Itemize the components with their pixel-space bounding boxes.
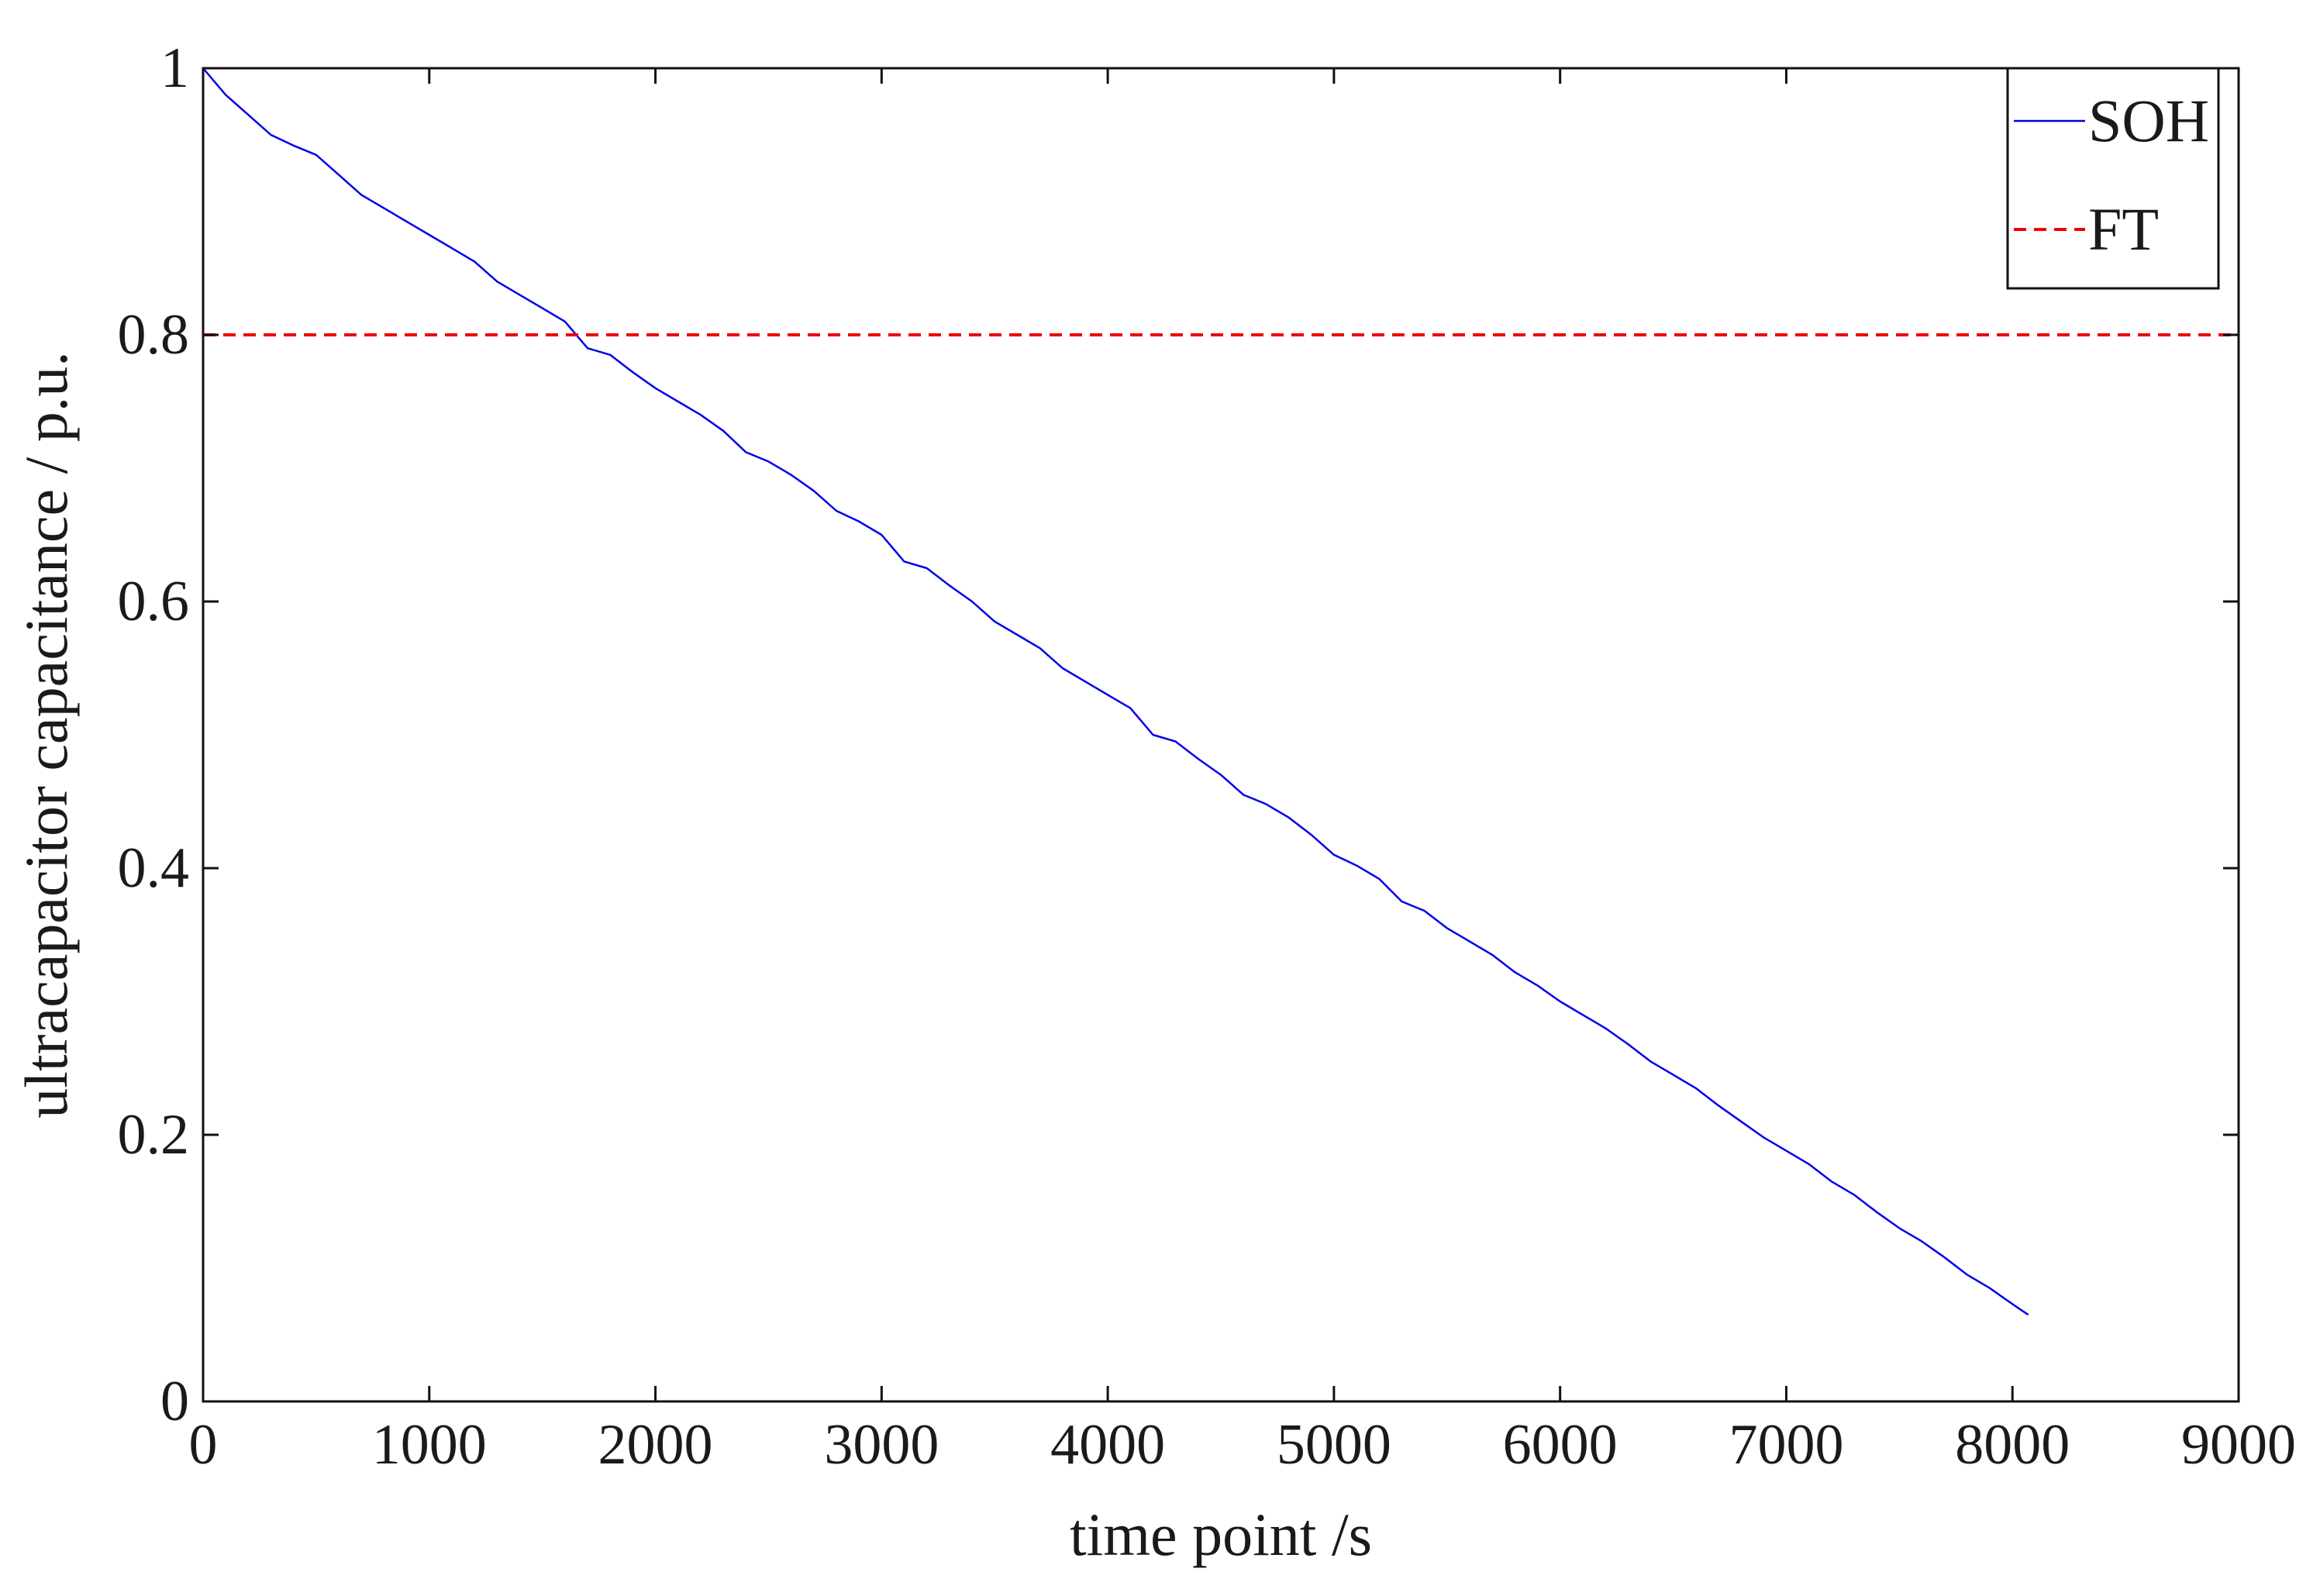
y-tick-label: 0.2 — [118, 1103, 190, 1167]
x-tick-label: 1000 — [372, 1413, 487, 1477]
plot-area — [202, 67, 2240, 1403]
y-tick-label: 0.4 — [118, 836, 190, 900]
axes: 0 1000 2000 3000 4000 5000 6000 7000 8000 9000 0 0.… — [118, 36, 2297, 1477]
plot-frame — [202, 67, 2240, 1403]
y-tick-label: 1 — [160, 36, 189, 100]
x-tick-label: 9000 — [2181, 1413, 2296, 1477]
x-tick-label: 0 — [189, 1413, 218, 1477]
x-tick-label: 4000 — [1050, 1413, 1165, 1477]
x-axis-title: time point /s — [1070, 1501, 1372, 1568]
legend-box — [2006, 67, 2220, 290]
series-layer — [202, 67, 2239, 1316]
legend: SOH FT — [2006, 67, 2220, 290]
legend-label: FT — [2088, 195, 2159, 263]
x-tick-label: 3000 — [824, 1413, 939, 1477]
x-tick-label: 6000 — [1503, 1413, 1618, 1477]
y-tick-label: 0.8 — [118, 303, 190, 367]
x-tick-label: 2000 — [598, 1413, 713, 1477]
x-tick-label: 7000 — [1729, 1413, 1843, 1477]
y-tick-label: 0.6 — [118, 570, 190, 633]
y-tick-label: 0 — [160, 1370, 189, 1433]
x-tick-label: 5000 — [1277, 1413, 1391, 1477]
legend-label: SOH — [2088, 87, 2209, 154]
y-axis-title: ultracapacitor capacitance / p.u. — [12, 351, 80, 1119]
x-tick-label: 8000 — [1955, 1413, 2070, 1477]
series-line-soh — [202, 67, 2029, 1316]
